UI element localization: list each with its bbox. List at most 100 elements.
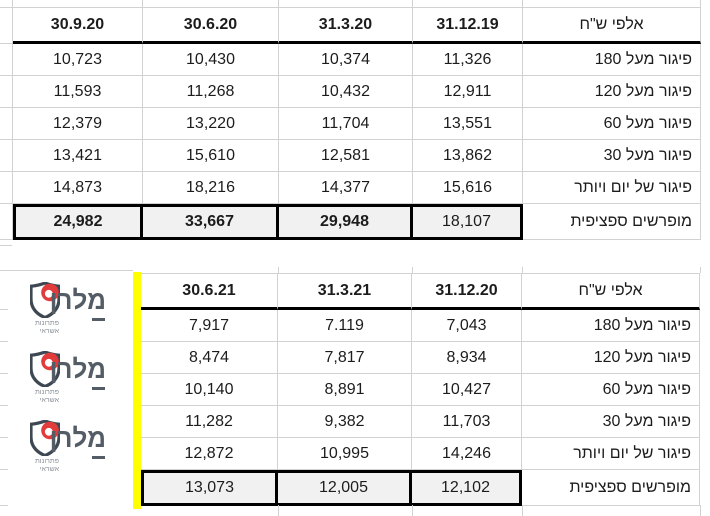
logo-tagline-line1: פתרונות: [34, 458, 59, 465]
data-cell: 8,891: [278, 374, 412, 406]
column-header: 31.3.21: [278, 274, 412, 310]
logo-tagline: פתרונות אשראי: [26, 458, 59, 474]
total-cell: 18,107: [413, 204, 523, 240]
data-cell: 13,551: [413, 108, 523, 140]
gridline: [522, 0, 523, 7]
gridline: [0, 43, 12, 44]
gridline: [0, 373, 8, 374]
gridline: [0, 203, 12, 204]
arrears-table-2021: 30.6.21 31.3.21 31.12.20 אלפי ש"ח 7,917 7.119…: [141, 273, 700, 506]
data-cell: 7,817: [278, 342, 412, 374]
row-label: פיגור מעל 120: [522, 342, 700, 374]
highlight-stripe: [133, 272, 141, 509]
logo-wordmark: מלרן: [49, 423, 106, 453]
gridline: [0, 341, 8, 342]
arrears-table-2020: 30.9.20 30.6.20 31.3.20 31.12.19 אלפי ש"ח 10,…: [12, 7, 701, 240]
malran-logo: מלרן פתרונות אשראי: [26, 351, 108, 409]
data-cell: 10,374: [279, 44, 413, 76]
data-cell: 11,282: [141, 406, 278, 438]
column-header: 30.9.20: [13, 8, 143, 44]
data-cell: 9,382: [278, 406, 412, 438]
row-label: פיגור של יום ויותר: [522, 438, 700, 470]
row-label: פיגור מעל 180: [523, 44, 701, 76]
data-cell: 12,911: [413, 76, 523, 108]
gridline: [700, 505, 701, 516]
column-header: 31.12.20: [412, 274, 522, 310]
shield-icon: [30, 282, 60, 318]
column-header: 31.12.19: [413, 8, 523, 44]
gridline: [0, 405, 8, 406]
data-cell: 10,427: [412, 374, 522, 406]
gridline: [0, 469, 8, 470]
logo-wordmark: מלרן: [49, 285, 106, 315]
row-label: פיגור מעל 60: [523, 108, 701, 140]
gridline: [522, 267, 523, 273]
data-cell: 11,268: [143, 76, 279, 108]
gridline: [700, 0, 701, 7]
logo-underline-mark: [92, 387, 105, 390]
data-cell: 14,377: [279, 172, 413, 204]
gridline: [0, 270, 133, 271]
malran-logo: מלרן פתרונות אשראי: [26, 420, 108, 478]
gridline: [0, 245, 12, 246]
gridline: [278, 505, 279, 516]
column-header: 31.3.20: [279, 8, 413, 44]
logo-underline-mark: [92, 456, 105, 459]
data-cell: 18,216: [143, 172, 279, 204]
data-cell: 15,610: [143, 140, 279, 172]
logo-tagline-line1: פתרונות: [34, 389, 59, 396]
data-cell: 8,474: [141, 342, 278, 374]
gridline: [0, 107, 12, 108]
data-cell: 7,917: [141, 310, 278, 342]
data-cell: 10,995: [278, 438, 412, 470]
total-cell: 33,667: [143, 204, 279, 240]
shield-icon: [30, 420, 60, 456]
malran-logo: מלרן פתרונות אשראי: [26, 282, 108, 340]
data-cell: 7,043: [412, 310, 522, 342]
gridline: [412, 505, 413, 516]
row-label: פיגור מעל 30: [523, 140, 701, 172]
gridline: [0, 171, 12, 172]
row-label: פיגור מעל 30: [522, 406, 700, 438]
total-cell: 13,073: [141, 470, 278, 506]
column-header: 30.6.21: [141, 274, 278, 310]
unit-header: אלפי ש"ח: [523, 8, 701, 44]
row-label: פיגור מעל 60: [522, 374, 700, 406]
data-cell: 14,246: [412, 438, 522, 470]
row-label: פיגור של יום ויותר: [523, 172, 701, 204]
logo-tagline-line2: אשראי: [39, 397, 59, 404]
gridline: [700, 267, 701, 273]
data-cell: 13,862: [413, 140, 523, 172]
total-cell: 12,005: [278, 470, 412, 506]
data-cell: 10,723: [13, 44, 143, 76]
data-cell: 12,872: [141, 438, 278, 470]
row-label: פיגור מעל 120: [523, 76, 701, 108]
gridline: [0, 7, 12, 8]
total-row-label: מופרשים ספציפית: [523, 204, 701, 240]
logo-underline-mark: [92, 318, 105, 321]
logo-tagline-line1: פתרונות: [34, 320, 59, 327]
gridline: [142, 0, 143, 7]
data-cell: 7.119: [278, 310, 412, 342]
data-cell: 10,430: [143, 44, 279, 76]
gridline: [0, 75, 12, 76]
gridline: [0, 437, 8, 438]
data-cell: 11,703: [412, 406, 522, 438]
gridline: [412, 0, 413, 7]
total-cell: 29,948: [279, 204, 413, 240]
data-cell: 11,593: [13, 76, 143, 108]
data-cell: 14,873: [13, 172, 143, 204]
logo-tagline-line2: אשראי: [39, 466, 59, 473]
column-header: 30.6.20: [143, 8, 279, 44]
gridline: [0, 309, 8, 310]
total-row-label: מופרשים ספציפית: [522, 470, 700, 506]
gridline: [12, 0, 13, 7]
logo-tagline: פתרונות אשראי: [26, 389, 59, 405]
data-cell: 10,432: [279, 76, 413, 108]
data-cell: 13,220: [143, 108, 279, 140]
shield-icon: [30, 351, 60, 387]
data-cell: 8,934: [412, 342, 522, 374]
gridline: [0, 139, 12, 140]
total-cell: 24,982: [13, 204, 143, 240]
